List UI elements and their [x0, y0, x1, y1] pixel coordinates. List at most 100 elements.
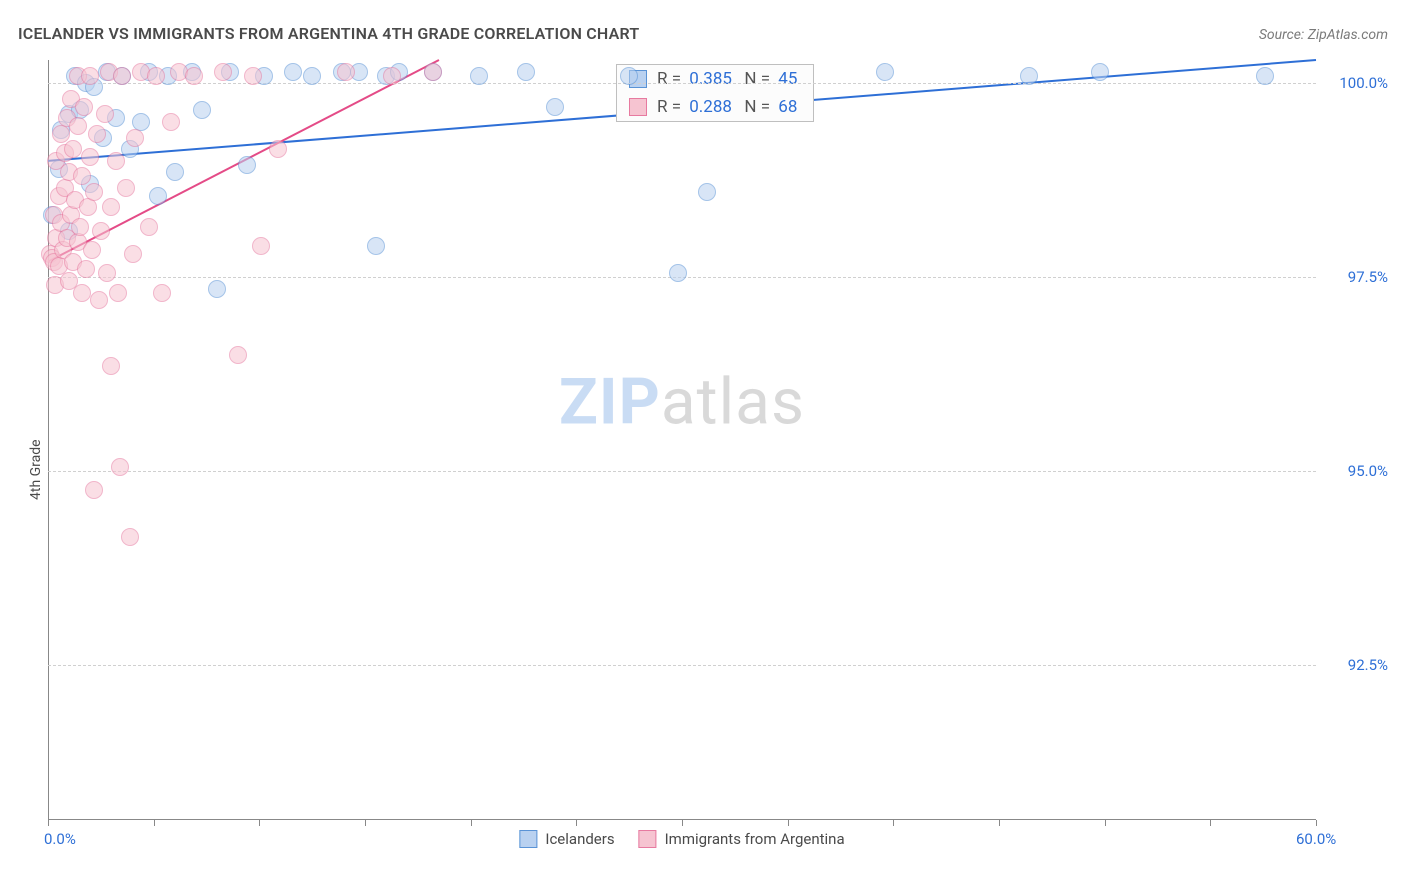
- correlation-stats-box: R = 0.385 N = 45 R = 0.288 N = 68: [616, 64, 814, 122]
- marker-argentina: [153, 284, 171, 302]
- y-tick-label: 97.5%: [1348, 268, 1388, 286]
- x-tick: [576, 820, 577, 826]
- legend: Icelanders Immigrants from Argentina: [519, 830, 844, 848]
- marker-argentina: [107, 152, 125, 170]
- legend-label-icelanders: Icelanders: [545, 830, 614, 848]
- marker-icelanders: [698, 183, 716, 201]
- marker-argentina: [81, 148, 99, 166]
- watermark: ZIPatlas: [559, 365, 805, 440]
- marker-icelanders: [208, 280, 226, 298]
- gridline: [48, 471, 1316, 472]
- marker-argentina: [69, 117, 87, 135]
- y-tick-label: 92.5%: [1348, 656, 1388, 674]
- marker-argentina: [92, 222, 110, 240]
- x-tick: [893, 820, 894, 826]
- y-tick-label: 95.0%: [1348, 462, 1388, 480]
- x-tick: [154, 820, 155, 826]
- y-tick-label: 100.0%: [1339, 74, 1388, 92]
- marker-icelanders: [1020, 67, 1038, 85]
- marker-icelanders: [1091, 63, 1109, 81]
- legend-swatch-argentina: [639, 830, 657, 848]
- marker-argentina: [424, 63, 442, 81]
- marker-argentina: [337, 63, 355, 81]
- marker-icelanders: [546, 98, 564, 116]
- marker-argentina: [102, 357, 120, 375]
- source-label: Source: ZipAtlas.com: [1259, 27, 1388, 43]
- gridline: [48, 665, 1316, 666]
- marker-argentina: [81, 67, 99, 85]
- marker-argentina: [102, 198, 120, 216]
- marker-argentina: [64, 140, 82, 158]
- watermark-right: atlas: [661, 365, 805, 440]
- marker-icelanders: [284, 63, 302, 81]
- marker-argentina: [162, 113, 180, 131]
- marker-icelanders: [367, 237, 385, 255]
- x-tick: [1210, 820, 1211, 826]
- marker-argentina: [73, 284, 91, 302]
- x-tick: [259, 820, 260, 826]
- marker-argentina: [71, 218, 89, 236]
- marker-icelanders: [876, 63, 894, 81]
- marker-argentina: [121, 528, 139, 546]
- stats-swatch-argentina: [629, 98, 647, 116]
- x-tick: [365, 820, 366, 826]
- stats-text-argentina: R = 0.288 N = 68: [657, 97, 801, 117]
- marker-argentina: [383, 67, 401, 85]
- gridline: [48, 83, 1316, 84]
- plot-area: ZIPatlas R = 0.385 N = 45 R = 0.288 N = 6…: [48, 60, 1316, 820]
- marker-argentina: [140, 218, 158, 236]
- marker-argentina: [77, 260, 95, 278]
- marker-argentina: [88, 125, 106, 143]
- legend-swatch-icelanders: [519, 830, 537, 848]
- stats-text-icelanders: R = 0.385 N = 45: [657, 69, 801, 89]
- marker-argentina: [126, 129, 144, 147]
- marker-icelanders: [669, 264, 687, 282]
- marker-argentina: [244, 67, 262, 85]
- marker-icelanders: [166, 163, 184, 181]
- marker-argentina: [269, 140, 287, 158]
- marker-icelanders: [238, 156, 256, 174]
- marker-argentina: [75, 98, 93, 116]
- x-tick: [788, 820, 789, 826]
- marker-argentina: [85, 481, 103, 499]
- x-tick: [48, 820, 49, 826]
- marker-icelanders: [470, 67, 488, 85]
- marker-icelanders: [1256, 67, 1274, 85]
- marker-icelanders: [303, 67, 321, 85]
- marker-icelanders: [149, 187, 167, 205]
- stats-row-icelanders: R = 0.385 N = 45: [617, 65, 813, 93]
- y-axis-label: 4th Grade: [28, 439, 44, 500]
- marker-argentina: [147, 67, 165, 85]
- marker-icelanders: [193, 101, 211, 119]
- marker-argentina: [96, 105, 114, 123]
- marker-argentina: [73, 167, 91, 185]
- marker-argentina: [185, 67, 203, 85]
- marker-argentina: [124, 245, 142, 263]
- marker-icelanders: [620, 67, 638, 85]
- y-axis-line: [48, 60, 49, 820]
- watermark-left: ZIP: [559, 365, 661, 440]
- marker-argentina: [252, 237, 270, 255]
- x-tick: [471, 820, 472, 826]
- marker-argentina: [109, 284, 127, 302]
- marker-argentina: [214, 63, 232, 81]
- marker-argentina: [229, 346, 247, 364]
- marker-argentina: [111, 458, 129, 476]
- marker-argentina: [117, 179, 135, 197]
- trend-lines: [48, 60, 1316, 820]
- x-tick: [999, 820, 1000, 826]
- marker-icelanders: [517, 63, 535, 81]
- marker-argentina: [98, 264, 116, 282]
- x-tick: [1105, 820, 1106, 826]
- x-tick: [682, 820, 683, 826]
- stats-row-argentina: R = 0.288 N = 68: [617, 93, 813, 121]
- x-max-label: 60.0%: [1296, 830, 1336, 848]
- marker-argentina: [113, 67, 131, 85]
- marker-argentina: [79, 198, 97, 216]
- marker-argentina: [52, 125, 70, 143]
- legend-label-argentina: Immigrants from Argentina: [665, 830, 845, 848]
- legend-item-argentina: Immigrants from Argentina: [639, 830, 845, 848]
- x-min-label: 0.0%: [44, 830, 76, 848]
- chart-title: ICELANDER VS IMMIGRANTS FROM ARGENTINA 4…: [18, 24, 639, 43]
- x-tick: [1316, 820, 1317, 826]
